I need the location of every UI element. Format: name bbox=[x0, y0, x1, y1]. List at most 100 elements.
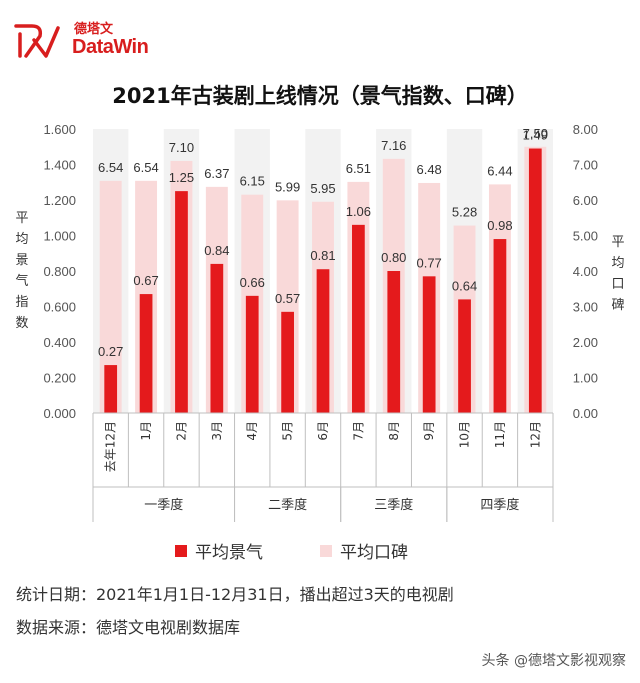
koubei-data-label: 6.54 bbox=[133, 160, 158, 175]
koubei-data-label: 7.50 bbox=[523, 126, 548, 141]
left-tick-label: 0.200 bbox=[43, 371, 76, 386]
series-jingqi-bars bbox=[104, 148, 542, 413]
stat-date-note: 统计日期：2021年1月1日-12月31日，播出超过3天的电视剧 bbox=[16, 585, 454, 604]
jingqi-data-label: 1.06 bbox=[346, 204, 371, 219]
jingqi-bar-11 bbox=[493, 239, 507, 413]
right-tick-label: 2.00 bbox=[573, 335, 598, 350]
legend-swatch-koubei bbox=[320, 545, 332, 557]
legend-item-jingqi: 平均景气 bbox=[175, 538, 263, 563]
jingqi-data-label: 0.81 bbox=[310, 248, 335, 263]
jingqi-data-label: 0.57 bbox=[275, 291, 300, 306]
data-source-note: 数据来源：德塔文电视剧数据库 bbox=[16, 618, 241, 637]
logo-english-name: DataWin bbox=[72, 36, 149, 58]
left-tick-label: 0.400 bbox=[43, 335, 76, 350]
left-tick-label: 1.000 bbox=[43, 229, 76, 244]
koubei-data-label: 6.48 bbox=[416, 162, 441, 177]
right-axis-title: 均 bbox=[611, 256, 624, 271]
jingqi-data-label: 0.84 bbox=[204, 243, 229, 258]
chart: 0.000 0.200 0.400 0.600 0.800 1.000 1.200 1.400… bbox=[15, 122, 625, 522]
jingqi-bar-5 bbox=[281, 311, 294, 413]
koubei-data-label: 5.95 bbox=[310, 181, 335, 196]
group-label: 一季度 bbox=[144, 497, 183, 513]
right-tick-label: 4.00 bbox=[573, 264, 598, 279]
category-label: 2月 bbox=[174, 421, 188, 441]
legend-swatch-jingqi bbox=[175, 545, 187, 557]
koubei-data-label: 7.10 bbox=[169, 140, 194, 155]
koubei-data-label: 6.15 bbox=[240, 174, 265, 189]
koubei-data-label: 5.28 bbox=[452, 205, 477, 220]
jingqi-data-label: 1.49 bbox=[523, 128, 548, 143]
group-label: 四季度 bbox=[480, 497, 519, 513]
datawin-logo: 德塔文 DataWin bbox=[12, 18, 149, 62]
group-label: 三季度 bbox=[374, 497, 413, 513]
right-tick-label: 7.00 bbox=[573, 158, 598, 173]
jingqi-data-label: 0.67 bbox=[133, 273, 158, 288]
chart-title: 2021年古装剧上线情况（景气指数、口碑） bbox=[112, 84, 528, 108]
left-axis-title: 气 bbox=[15, 273, 28, 289]
jingqi-data-label: 0.77 bbox=[416, 255, 441, 270]
jingqi-bar-3 bbox=[210, 263, 224, 413]
left-tick-label: 0.000 bbox=[43, 406, 76, 421]
left-axis-title: 平 bbox=[15, 211, 28, 226]
jingqi-bar-6 bbox=[316, 269, 330, 413]
koubei-data-label: 6.54 bbox=[98, 160, 123, 175]
legend-label-koubei: 平均口碑 bbox=[340, 543, 408, 563]
category-label: 10月 bbox=[458, 421, 472, 448]
jingqi-bar-1 bbox=[139, 294, 153, 413]
watermark: 头条 @德塔文影视观察 bbox=[481, 653, 626, 669]
category-label: 8月 bbox=[387, 421, 401, 441]
koubei-data-label: 6.44 bbox=[487, 163, 512, 178]
datawin-logo-icon bbox=[14, 24, 60, 58]
jingqi-bar-7 bbox=[352, 224, 365, 413]
jingqi-data-label: 0.98 bbox=[487, 218, 512, 233]
group-label: 二季度 bbox=[268, 497, 307, 513]
category-label: 去年12月 bbox=[104, 421, 118, 472]
koubei-data-label: 7.16 bbox=[381, 138, 406, 153]
koubei-data-label: 6.37 bbox=[204, 166, 229, 181]
category-label: 12月 bbox=[528, 421, 542, 448]
jingqi-bar-12 bbox=[528, 148, 542, 413]
category-label: 6月 bbox=[316, 421, 330, 441]
right-tick-label: 6.00 bbox=[573, 193, 598, 208]
left-axis-title: 均 bbox=[15, 232, 28, 247]
right-tick-label: 8.00 bbox=[573, 122, 598, 137]
jingqi-data-label: 0.27 bbox=[98, 344, 123, 359]
jingqi-data-label: 0.64 bbox=[452, 278, 477, 293]
left-tick-label: 1.600 bbox=[43, 122, 76, 137]
right-tick-label: 3.00 bbox=[573, 300, 598, 315]
jingqi-bar-2 bbox=[175, 191, 188, 413]
jingqi-bar-10 bbox=[458, 299, 471, 413]
left-tick-label: 0.800 bbox=[43, 264, 76, 279]
category-label: 4月 bbox=[245, 421, 259, 441]
jingqi-bar-0 bbox=[104, 365, 118, 413]
right-tick-label: 0.00 bbox=[573, 406, 598, 421]
legend-item-koubei: 平均口碑 bbox=[320, 538, 408, 563]
left-tick-label: 1.400 bbox=[43, 158, 76, 173]
legend-label-jingqi: 平均景气 bbox=[195, 543, 263, 563]
left-tick-label: 0.600 bbox=[43, 300, 76, 315]
right-tick-label: 5.00 bbox=[573, 229, 598, 244]
jingqi-data-label: 1.25 bbox=[169, 170, 194, 185]
left-tick-label: 1.200 bbox=[43, 193, 76, 208]
left-axis-title: 指 bbox=[15, 295, 28, 310]
left-axis-title: 景 bbox=[15, 253, 28, 268]
right-axis-title: 碑 bbox=[611, 297, 624, 313]
category-label: 9月 bbox=[422, 421, 436, 441]
axis-ticks: 0.000 0.200 0.400 0.600 0.800 1.000 1.200 1.400… bbox=[43, 122, 598, 421]
right-axis-title: 口 bbox=[611, 277, 624, 292]
jingqi-data-label: 0.66 bbox=[240, 275, 265, 290]
right-axis-title: 平 bbox=[611, 235, 624, 250]
category-label: 5月 bbox=[281, 421, 295, 441]
koubei-data-label: 5.99 bbox=[275, 179, 300, 194]
jingqi-bar-9 bbox=[422, 276, 436, 413]
jingqi-bar-4 bbox=[245, 295, 259, 413]
data-labels: 6.54 6.54 7.10 6.37 6.15 5.99 5.95 6.51 7.16 6.48… bbox=[98, 126, 548, 359]
category-label: 3月 bbox=[210, 421, 224, 441]
category-label: 1月 bbox=[139, 421, 153, 441]
category-label: 11月 bbox=[493, 421, 507, 448]
koubei-data-label: 6.51 bbox=[346, 161, 371, 176]
category-label: 7月 bbox=[351, 421, 365, 441]
logo-chinese-name: 德塔文 bbox=[74, 22, 114, 37]
